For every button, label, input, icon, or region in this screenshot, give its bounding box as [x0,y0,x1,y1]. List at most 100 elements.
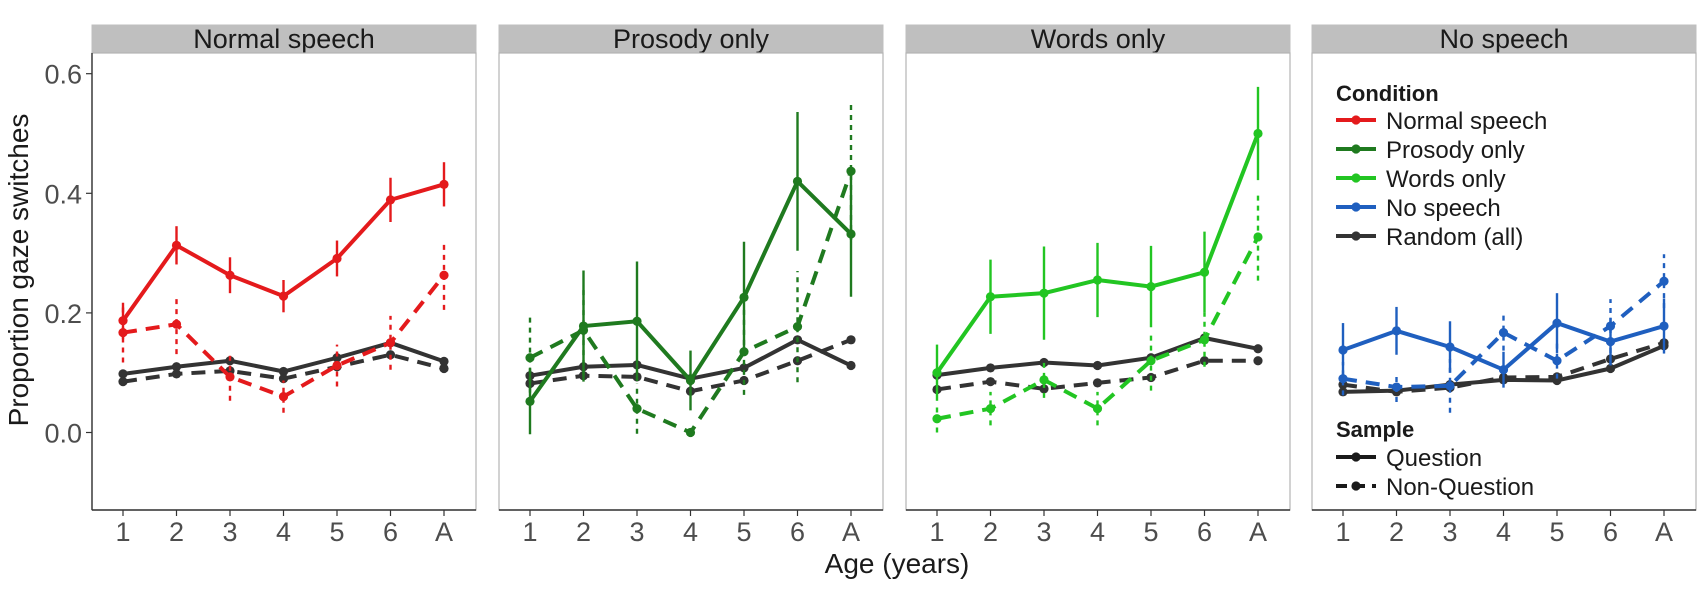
strip-label-prosody-only: Prosody only [613,24,770,54]
strip-label-words-only: Words only [1031,24,1166,54]
data-point [278,374,289,384]
legend-label: Words only [1386,166,1506,193]
legend-key-point [1351,231,1361,241]
data-point [632,403,642,414]
data-point [1498,328,1509,338]
x-tick-label: 2 [983,517,998,547]
data-point [846,229,856,239]
data-point [1253,344,1263,354]
data-point [1146,356,1156,366]
data-point [225,270,235,280]
data-point [1039,384,1049,394]
panel-frames: Normal speech Prosody only Words only No sp… [91,24,1697,511]
legend-item-random-all: Random (all) [1336,224,1523,251]
strip-background [498,24,884,54]
legend-label: No speech [1386,195,1501,222]
x-tick-label: 3 [222,517,237,547]
x-tick-label: A [1249,517,1267,547]
data-point [1039,357,1049,368]
data-point [171,319,182,329]
data-point [439,363,449,374]
panel-frame [1311,52,1697,511]
x-tick-label: 1 [115,517,130,547]
data-point [1605,363,1616,374]
y-tick-label: 0.2 [44,299,82,329]
data-point [985,292,996,302]
x-tick-label: A [842,517,860,547]
data-point [578,325,589,335]
y-tick-label: 0.4 [44,179,82,209]
data-point [846,360,856,371]
data-point [118,328,128,338]
data-point [225,372,235,382]
legend-title-sample: Sample [1336,417,1414,442]
legend-label: Random (all) [1386,224,1523,251]
data-point [385,195,396,205]
data-point [685,375,696,386]
data-point [739,292,749,302]
x-tick-label: 4 [1090,517,1105,547]
data-point [632,316,642,326]
data-point [439,270,449,280]
strip-background [905,24,1291,54]
data-point [1253,128,1263,139]
data-point [1391,326,1402,336]
data-point [118,369,128,379]
data-point [171,240,182,250]
data-point [1146,281,1156,292]
axes: 1 2 3 4 5 6 A 1 2 3 4 5 6 A 1 2 3 4 5 6 A 1 2 3 4 5 6 A 0.0 0.2 0.4 0.6… [3,53,1696,579]
data-point [278,392,289,402]
x-tick-label: 4 [276,517,291,547]
legend-key-point [1351,452,1361,462]
legend-item-non-question: Non-Question [1336,474,1534,501]
y-tick-label: 0.0 [44,419,82,449]
x-tick-label: 5 [1143,517,1158,547]
x-tick-label: 5 [736,517,751,547]
strip-label-normal-speech: Normal speech [193,24,375,54]
legend-key-point [1351,115,1361,125]
x-tick-label: 6 [1197,517,1212,547]
data-point [1498,365,1509,375]
data-point [1039,375,1049,385]
y-axis-title: Proportion gaze switches [3,114,34,427]
x-tick-label: 4 [683,517,698,547]
x-tick-label: 1 [929,517,944,547]
data-point [792,176,803,186]
data-point [332,253,342,264]
data-point [739,363,749,373]
x-tick-label: 1 [1335,517,1350,547]
legend-item-normal-speech: Normal speech [1336,108,1547,135]
legend-label: Question [1386,445,1482,472]
data-point [1445,381,1455,391]
data-point [1552,356,1562,366]
strip-label-no-speech: No speech [1439,24,1568,54]
data-point [1199,356,1210,366]
data-point [278,291,289,301]
legend-item-no-speech: No speech [1336,195,1501,222]
data-point [278,366,289,377]
x-tick-label: 3 [629,517,644,547]
x-tick-label: 2 [576,517,591,547]
data-point [1092,403,1103,414]
data-point [792,322,803,332]
legend-item-words-only: Words only [1336,166,1506,193]
data-point [525,353,535,363]
data-point [1253,356,1263,366]
data-point [1338,345,1348,355]
data-point [1338,374,1348,384]
x-tick-label: A [1655,517,1673,547]
legend-item-prosody-only: Prosody only [1336,137,1525,164]
data-point [385,338,396,348]
series-words-only-question [932,86,1263,401]
data-point [1199,267,1210,277]
data-point [1199,335,1210,345]
legend-title-condition: Condition [1336,81,1439,106]
data-point [439,356,449,366]
x-tick-label: 2 [169,517,184,547]
data-point [171,362,182,372]
x-tick-label: 5 [1549,517,1564,547]
plot-data [118,86,1669,438]
data-point [846,335,856,345]
data-point [1659,276,1669,286]
